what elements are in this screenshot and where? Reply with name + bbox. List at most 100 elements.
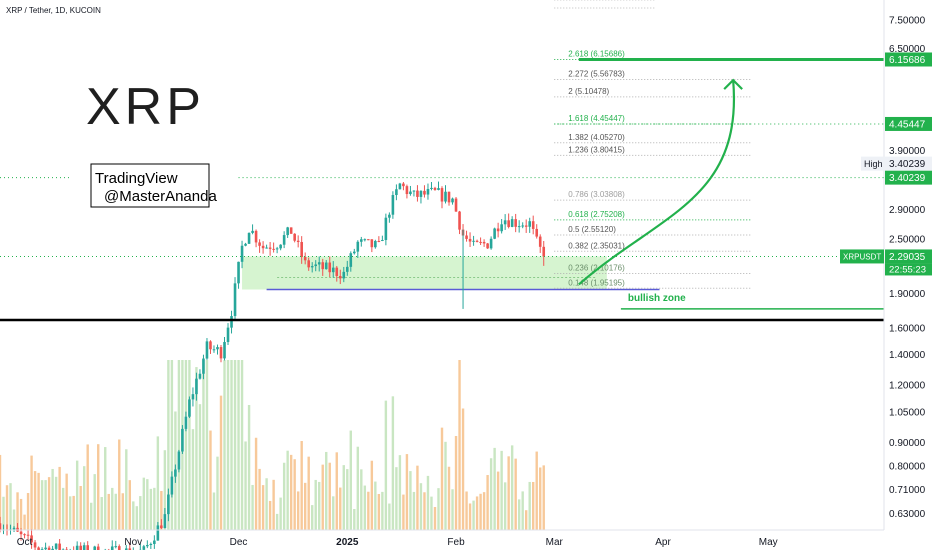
candle-body bbox=[209, 341, 212, 349]
volume-bar bbox=[6, 485, 8, 530]
candle-body bbox=[455, 199, 458, 212]
candle-body bbox=[167, 495, 170, 515]
candle-body bbox=[160, 525, 163, 528]
volume-bar bbox=[171, 360, 173, 530]
volume-bar bbox=[300, 441, 302, 530]
candle-body bbox=[234, 283, 237, 316]
candle-body bbox=[504, 220, 507, 224]
volume-bar bbox=[367, 492, 369, 530]
candle-body bbox=[469, 239, 472, 242]
volume-bar bbox=[276, 514, 278, 530]
volume-bar bbox=[69, 496, 71, 530]
volume-bar bbox=[192, 429, 194, 530]
candle-body bbox=[360, 239, 363, 242]
price-tag: 6.15686 bbox=[889, 55, 926, 66]
volume-bar bbox=[76, 461, 78, 530]
volume-bar bbox=[536, 452, 538, 530]
volume-bar bbox=[476, 496, 478, 530]
fib-level-label: 1.236 (3.80415) bbox=[568, 145, 625, 154]
candle-body bbox=[542, 247, 545, 257]
volume-bar bbox=[244, 441, 246, 530]
candle-body bbox=[472, 241, 475, 242]
candle-body bbox=[511, 219, 514, 227]
volume-bar bbox=[206, 360, 208, 530]
volume-bar bbox=[416, 466, 418, 530]
volume-bar bbox=[237, 360, 239, 530]
volume-bar bbox=[129, 480, 131, 530]
price-tick-label: 2.50000 bbox=[889, 235, 926, 246]
candle-body bbox=[483, 242, 486, 243]
candle-body bbox=[311, 266, 314, 267]
volume-bar bbox=[507, 456, 509, 530]
volume-bar bbox=[136, 506, 138, 530]
volume-bar bbox=[58, 467, 60, 530]
volume-bar bbox=[220, 396, 222, 530]
candle-body bbox=[374, 241, 377, 247]
price-tick-label: 0.90000 bbox=[889, 438, 926, 449]
volume-bar bbox=[343, 465, 345, 530]
volume-bar bbox=[146, 479, 148, 530]
volume-bar bbox=[357, 447, 359, 530]
volume-bar bbox=[41, 480, 43, 530]
candle-body bbox=[79, 546, 82, 550]
candle-body bbox=[195, 379, 198, 394]
volume-bar bbox=[360, 469, 362, 530]
candle-body bbox=[181, 429, 184, 452]
volume-bar bbox=[279, 498, 281, 530]
candle-body bbox=[283, 235, 286, 245]
volume-bar bbox=[493, 448, 495, 530]
candle-body bbox=[251, 231, 254, 233]
candle-body bbox=[0, 523, 1, 530]
volume-bar bbox=[448, 467, 450, 530]
volume-bar bbox=[230, 360, 232, 530]
volume-bar bbox=[518, 499, 520, 530]
volume-bar bbox=[122, 493, 124, 530]
volume-bar bbox=[430, 497, 432, 530]
candle-body bbox=[34, 542, 37, 547]
candle-body bbox=[248, 233, 251, 244]
candle-body bbox=[13, 528, 16, 530]
candle-body bbox=[427, 189, 430, 195]
candle-body bbox=[178, 452, 181, 470]
candle-body bbox=[521, 225, 524, 226]
volume-bar bbox=[434, 507, 436, 530]
volume-bar bbox=[322, 465, 324, 530]
candle-body bbox=[399, 184, 402, 190]
price-tick-label: 0.63000 bbox=[889, 509, 926, 520]
candle-body bbox=[434, 188, 437, 190]
candle-body bbox=[430, 188, 433, 189]
candle-body bbox=[174, 469, 177, 476]
xrp-logo: XRP bbox=[86, 78, 205, 136]
candle-body bbox=[406, 186, 409, 194]
volume-bar bbox=[413, 492, 415, 530]
candle-body bbox=[437, 188, 440, 190]
candle-body bbox=[265, 248, 268, 249]
candle-body bbox=[367, 239, 370, 240]
volume-bar bbox=[251, 485, 253, 530]
candle-body bbox=[188, 399, 191, 416]
candle-body bbox=[269, 248, 272, 249]
candle-body bbox=[230, 316, 233, 328]
candle-body bbox=[171, 477, 174, 495]
volume-bar bbox=[111, 488, 113, 530]
volume-bar bbox=[178, 360, 180, 530]
date-tick-label: Mar bbox=[546, 537, 564, 548]
candle-body bbox=[241, 246, 244, 262]
volume-bar bbox=[437, 488, 439, 530]
volume-bar bbox=[101, 497, 103, 530]
candle-body bbox=[493, 229, 496, 239]
fib-level-label: 1.382 (4.05270) bbox=[568, 133, 625, 142]
volume-bar bbox=[451, 489, 453, 530]
volume-bar bbox=[500, 451, 502, 530]
volume-bar bbox=[392, 396, 394, 530]
volume-bar bbox=[525, 510, 527, 530]
candle-body bbox=[304, 257, 307, 260]
candle-body bbox=[321, 262, 324, 269]
price-tick-label: 1.60000 bbox=[889, 323, 926, 334]
date-tick-label: Feb bbox=[447, 537, 465, 548]
volume-bar bbox=[293, 459, 295, 530]
volume-bar bbox=[304, 483, 306, 530]
volume-bar bbox=[213, 492, 215, 530]
volume-bar bbox=[255, 438, 257, 530]
